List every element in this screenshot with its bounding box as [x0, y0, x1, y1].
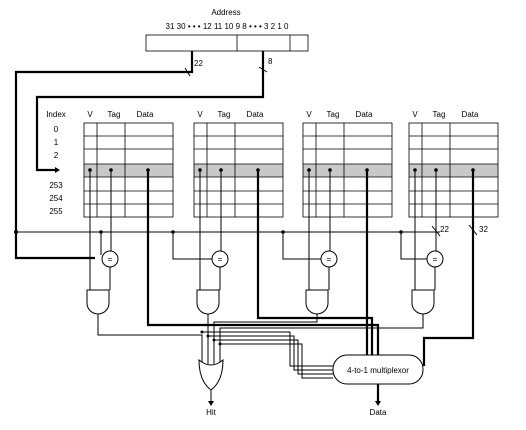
hit-wire	[97, 314, 203, 345]
data-bus	[422, 170, 475, 366]
data-bus	[256, 170, 374, 355]
mux-select-2	[214, 339, 333, 375]
col-tag-header: Tag	[433, 110, 446, 119]
selected-row-highlight	[409, 164, 498, 177]
cache-table	[302, 122, 393, 218]
and-gate	[196, 289, 220, 315]
comparator-symbol: =	[108, 255, 113, 264]
mux-select-1	[208, 335, 333, 371]
comparator-symbol: =	[327, 255, 332, 264]
index-bus	[35, 51, 265, 172]
index-bus-slash	[258, 66, 268, 73]
tag-compare-wire	[400, 232, 427, 260]
index-row-254: 254	[49, 194, 63, 203]
address-title: Address	[211, 8, 240, 17]
cache-way-3: V Tag Data 22 32 =	[219, 110, 499, 366]
address-register	[145, 34, 309, 52]
comparator-symbol: =	[218, 255, 223, 264]
col-data-header: Data	[137, 110, 154, 119]
tag-width-slash	[431, 225, 441, 237]
col-data-header: Data	[356, 110, 373, 119]
cache-way-2: V Tag Data =	[213, 110, 393, 355]
selected-row-highlight	[84, 164, 173, 177]
tag-bus-slash	[184, 67, 191, 77]
hit-arrowhead	[208, 401, 214, 406]
tag-compare-wire	[282, 232, 321, 260]
col-v-header: V	[87, 110, 93, 119]
col-data-header: Data	[247, 110, 264, 119]
col-data-header: Data	[462, 110, 479, 119]
index-bus-arrowhead	[55, 167, 60, 173]
selected-row-highlight	[303, 164, 392, 177]
comparator-symbol: =	[433, 255, 438, 264]
data-arrowhead	[375, 401, 381, 406]
col-tag-header: Tag	[108, 110, 121, 119]
and-gate	[305, 289, 329, 315]
cache-table	[83, 122, 174, 218]
index-row-2: 2	[54, 151, 59, 160]
address-bit-labels: 31 30 • • • 12 11 10 9 8 • • • 3 2 1 0	[166, 22, 290, 31]
mux-select-0	[202, 331, 333, 367]
and-gate	[86, 289, 110, 315]
col-tag-header: Tag	[327, 110, 340, 119]
cache-table	[408, 122, 499, 218]
index-row-1: 1	[54, 138, 59, 147]
tag-junction	[14, 230, 18, 234]
cache-table	[193, 122, 284, 218]
index-row-255: 255	[49, 207, 63, 216]
mux-label: 4-to-1 multiplexor	[347, 366, 409, 375]
col-v-header: V	[197, 110, 203, 119]
data-output-label: Data	[370, 408, 387, 417]
data-width-label: 32	[479, 225, 488, 234]
data-width-slash	[468, 224, 478, 236]
cache-way-1: V Tag Data =	[171, 110, 374, 355]
index-row-0: 0	[54, 125, 59, 134]
hit-wire	[213, 314, 318, 345]
col-v-header: V	[306, 110, 312, 119]
index-bus-width: 8	[268, 57, 273, 66]
tag-width-label: 22	[440, 225, 449, 234]
hit-output-label: Hit	[206, 408, 217, 417]
tag-bus	[14, 51, 194, 260]
tag-compare-wire	[172, 232, 212, 260]
selected-row-highlight	[194, 164, 283, 177]
col-tag-header: Tag	[218, 110, 231, 119]
index-row-253: 253	[49, 181, 63, 190]
cache-way-0: V Tag Data =	[83, 110, 380, 355]
col-v-header: V	[412, 110, 418, 119]
tag-bus-width: 22	[194, 59, 203, 68]
and-gate	[411, 289, 435, 315]
or-gate	[198, 358, 224, 391]
data-bus	[146, 170, 380, 355]
index-header: Index	[46, 110, 66, 119]
mux-select-3	[220, 343, 333, 379]
